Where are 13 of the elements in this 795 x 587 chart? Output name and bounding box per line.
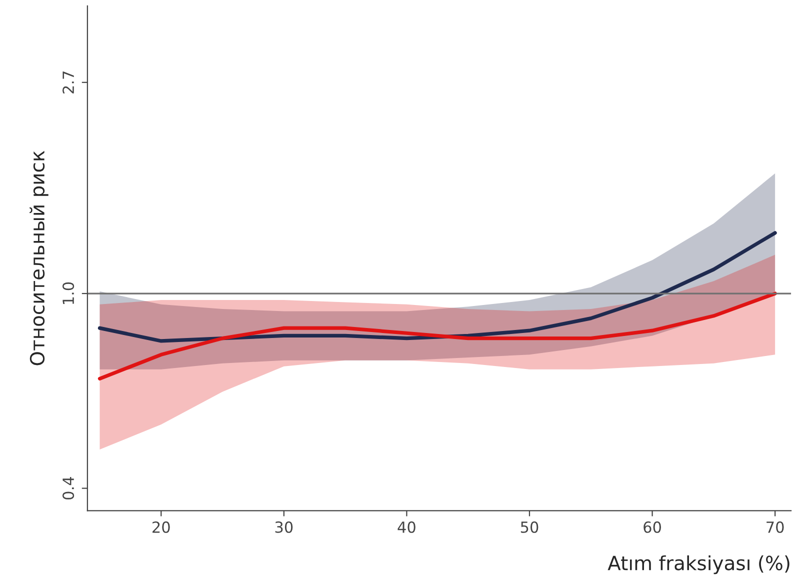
line-series [98, 292, 777, 380]
x-tick-label: 30 [275, 521, 293, 533]
x-tick-label: 50 [520, 521, 538, 533]
y-tick-label: 1.0 [62, 282, 74, 304]
x-tick-label: 40 [398, 521, 416, 533]
x-tick-label: 60 [644, 521, 661, 533]
y-axis-title: Относительный риск [30, 150, 48, 366]
line-series [98, 231, 777, 343]
x-axis-title: Atım fraksiyası (%) [608, 555, 790, 574]
x-tick-label: 20 [152, 521, 170, 533]
y-tick-label: 2.7 [62, 72, 74, 94]
x-tick-label: 70 [766, 521, 784, 533]
y-tick-label: 0.4 [62, 477, 74, 500]
